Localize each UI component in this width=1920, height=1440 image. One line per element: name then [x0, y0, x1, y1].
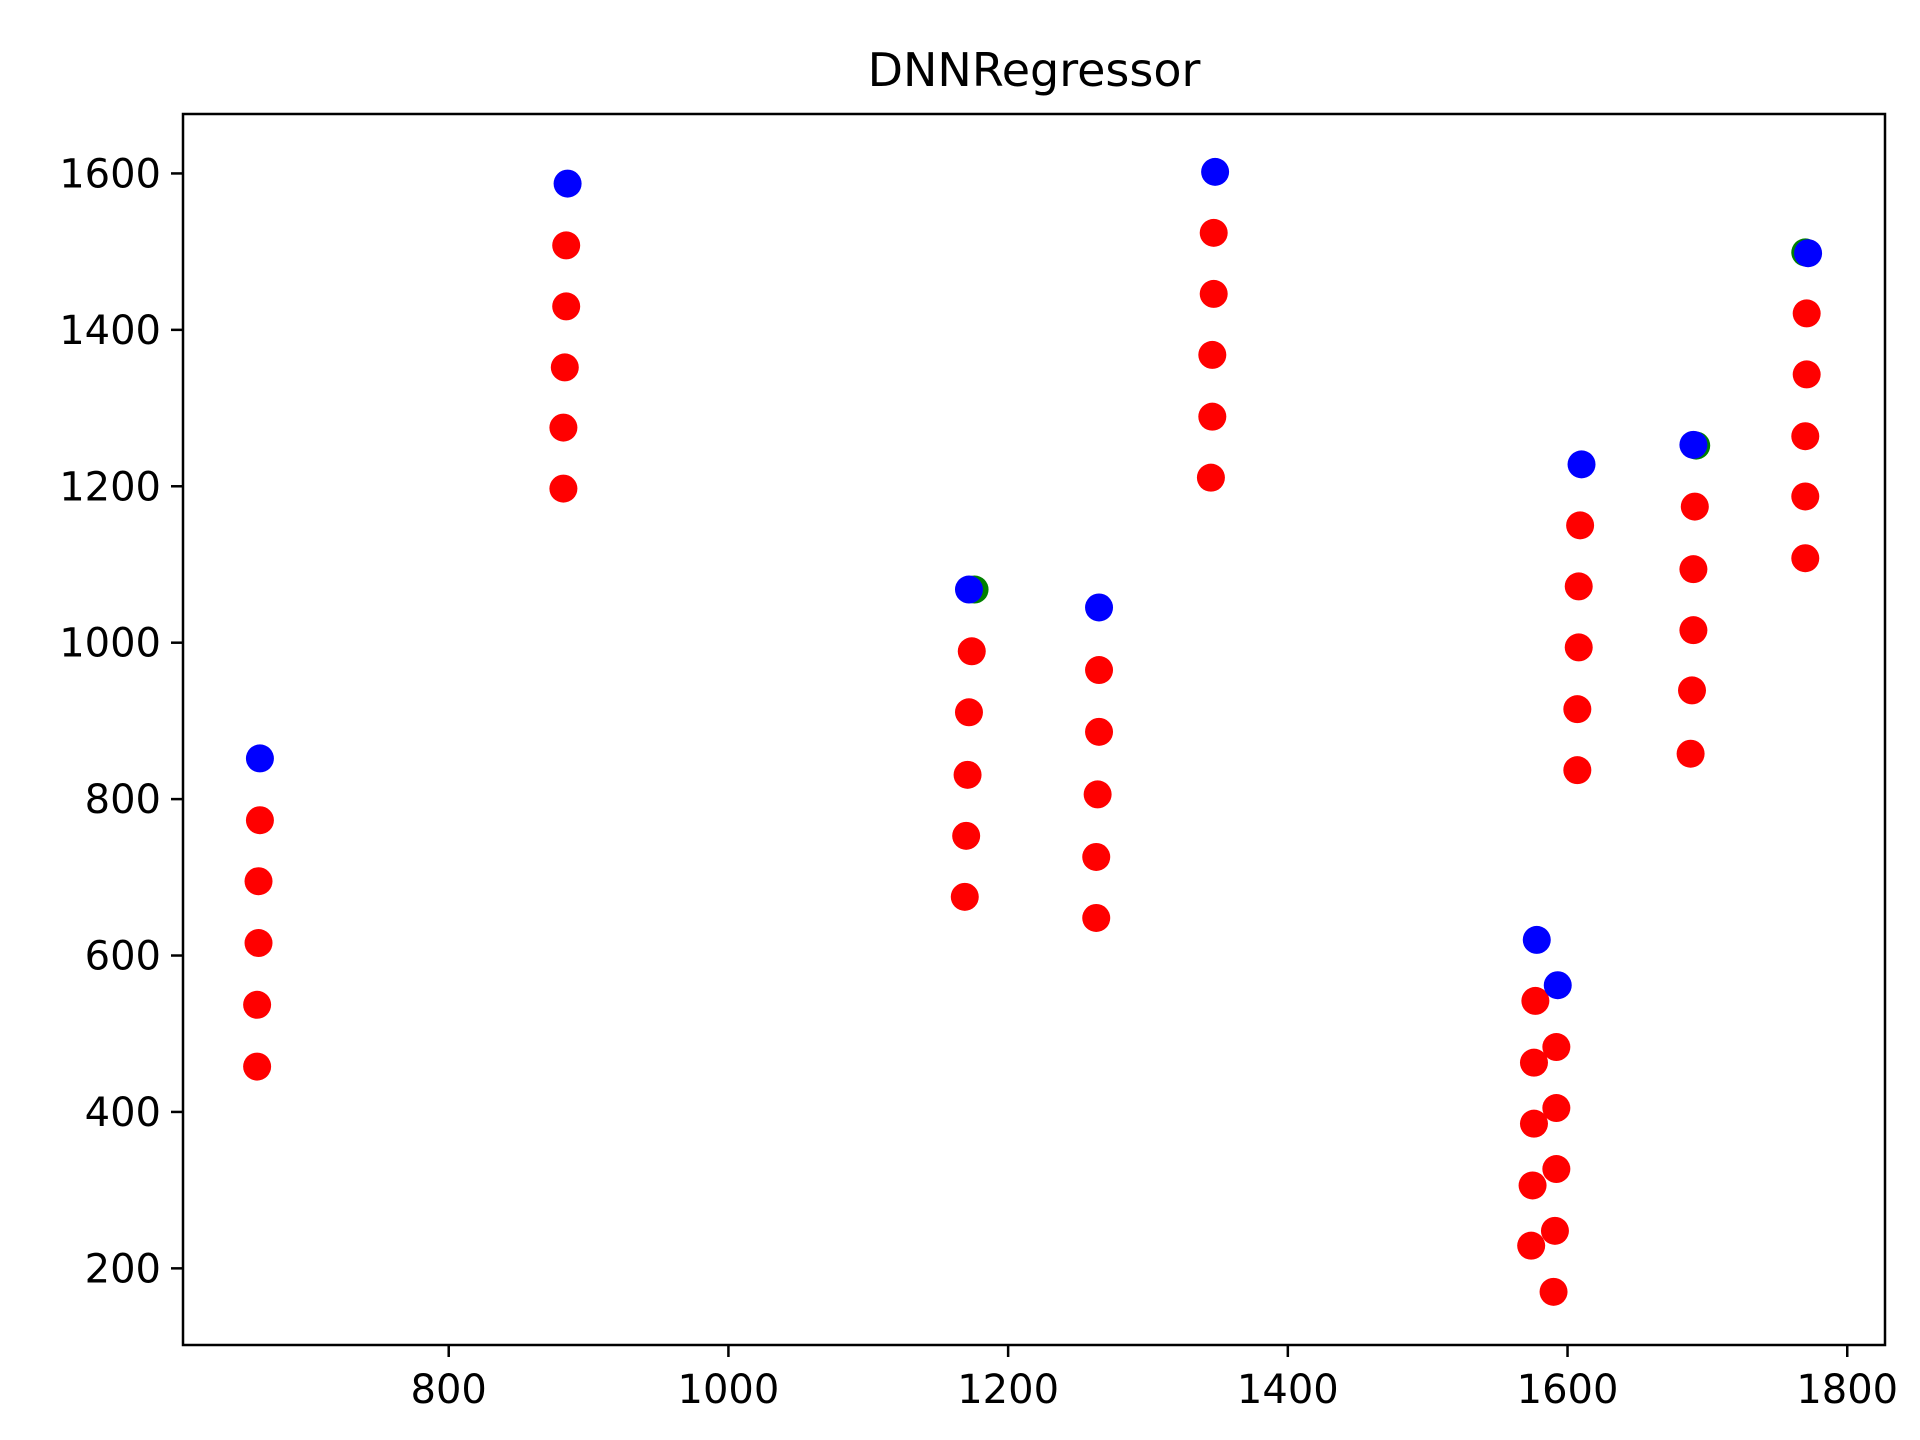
data-point	[1566, 511, 1595, 540]
points-layer	[243, 157, 1823, 1306]
data-point	[245, 806, 274, 835]
data-point	[1199, 218, 1228, 247]
data-point	[1199, 279, 1228, 308]
data-point	[1201, 157, 1230, 186]
data-point	[1564, 633, 1593, 662]
data-point	[1542, 1033, 1571, 1062]
x-tick-label: 1200	[957, 1367, 1059, 1413]
data-point	[1792, 299, 1821, 328]
data-point	[1543, 971, 1572, 1000]
data-point	[1540, 1216, 1569, 1245]
data-point	[1679, 616, 1708, 645]
data-point	[1791, 482, 1820, 511]
data-point	[1082, 842, 1111, 871]
data-point	[950, 882, 979, 911]
data-point	[1518, 1171, 1547, 1200]
data-point	[1085, 593, 1114, 622]
data-point	[1563, 695, 1592, 724]
data-point	[244, 867, 273, 896]
y-tick-label: 200	[85, 1246, 161, 1292]
data-point	[244, 929, 273, 958]
y-tick-label: 400	[85, 1090, 161, 1136]
data-point	[952, 821, 981, 850]
data-point	[1676, 739, 1705, 768]
data-point	[1539, 1277, 1568, 1306]
data-point	[1085, 656, 1114, 685]
data-point	[549, 413, 578, 442]
data-point	[1679, 555, 1708, 584]
data-point	[1794, 239, 1823, 268]
data-point	[1542, 1094, 1571, 1123]
data-point	[1680, 492, 1709, 521]
y-tick-label: 600	[85, 934, 161, 980]
y-tick-label: 1000	[59, 621, 161, 667]
data-point	[1519, 1048, 1548, 1077]
data-point	[953, 760, 982, 789]
data-point	[1085, 717, 1114, 746]
data-point	[1542, 1155, 1571, 1184]
data-point	[1198, 340, 1227, 369]
x-tick-label: 1600	[1517, 1367, 1619, 1413]
y-tick-label: 1600	[59, 151, 161, 197]
data-point	[1563, 756, 1592, 785]
x-tick-label: 1800	[1796, 1367, 1898, 1413]
data-point	[1679, 430, 1708, 459]
x-tick-label: 1400	[1237, 1367, 1339, 1413]
data-point	[1196, 463, 1225, 492]
x-tick-label: 1000	[678, 1367, 780, 1413]
data-point	[552, 292, 581, 321]
data-point	[1791, 544, 1820, 573]
data-point	[1198, 402, 1227, 431]
data-point	[245, 744, 274, 773]
data-point	[1564, 572, 1593, 601]
data-point	[1519, 1109, 1548, 1138]
plot-frame	[181, 112, 1887, 1347]
data-point	[1567, 450, 1596, 479]
y-tick-label: 1400	[59, 308, 161, 354]
data-point	[1791, 422, 1820, 451]
axes-layer: 800 1000 1200 1400 1600 1800 200 400 600 800 1000 1…	[59, 112, 1898, 1413]
chart-title: DNNRegressor	[868, 43, 1201, 97]
data-point	[550, 353, 579, 382]
data-point	[549, 474, 578, 503]
data-point	[1517, 1231, 1546, 1260]
data-point	[1521, 986, 1550, 1015]
data-point	[1522, 925, 1551, 954]
data-point	[1083, 780, 1112, 809]
y-tick-label: 1200	[59, 464, 161, 510]
data-point	[1082, 903, 1111, 932]
data-point	[243, 990, 272, 1019]
x-tick-label: 800	[411, 1367, 487, 1413]
data-point	[954, 575, 983, 604]
data-point	[243, 1052, 272, 1081]
data-point	[1678, 676, 1707, 705]
data-point	[1792, 360, 1821, 389]
data-point	[954, 698, 983, 727]
data-point	[552, 231, 581, 260]
y-tick-label: 800	[85, 777, 161, 823]
data-point	[553, 169, 582, 198]
data-point	[957, 637, 986, 666]
